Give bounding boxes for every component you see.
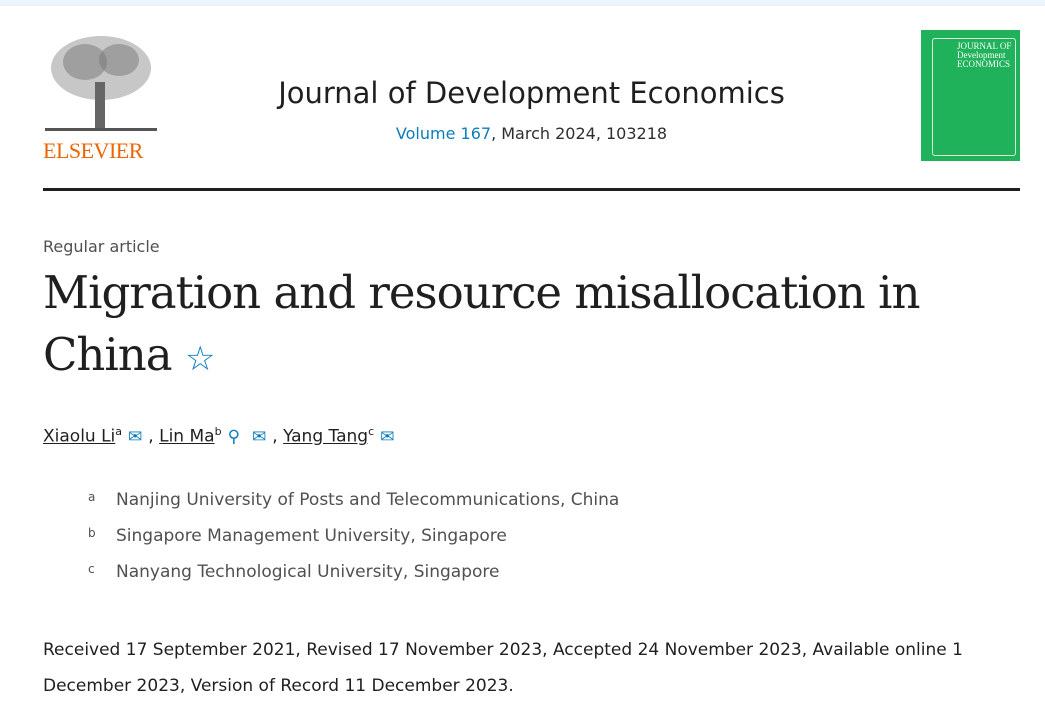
affiliation-marker: a — [88, 490, 96, 504]
affiliations: a Nanjing University of Posts and Telecom… — [88, 490, 619, 598]
envelope-icon[interactable]: ✉ — [128, 426, 143, 447]
issue-info: , March 2024, 103218 — [491, 124, 668, 143]
affiliation-marker: b — [88, 526, 96, 540]
top-bar — [0, 0, 1045, 6]
envelope-icon[interactable]: ✉ — [380, 426, 395, 447]
author-name[interactable]: Xiaolu Li — [43, 426, 116, 447]
journal-title[interactable]: Journal of Development Economics — [278, 76, 785, 110]
affiliation-text: Singapore Management University, Singapo… — [116, 526, 507, 546]
affiliation-marker: b — [214, 425, 222, 438]
tree-icon — [45, 36, 157, 131]
elsevier-logo[interactable]: ELSEVIER — [43, 30, 163, 163]
affiliation-item: c Nanyang Technological University, Singa… — [88, 562, 619, 598]
separator: , — [148, 426, 154, 447]
affiliation-item: a Nanjing University of Posts and Telecom… — [88, 490, 619, 526]
cover-frame — [932, 38, 1016, 156]
article-title-text: Migration and resource misallocation in … — [43, 266, 920, 381]
author-list: Xiaolu Lia ✉, Lin Mab ⚲ ✉, Yang Tangc ✉ — [43, 425, 400, 447]
journal-meta: Volume 167, March 2024, 103218 — [43, 124, 1020, 143]
affiliation-marker: a — [115, 425, 123, 438]
author-name[interactable]: Lin Ma — [159, 426, 215, 447]
affiliation-item: b Singapore Management University, Singap… — [88, 526, 619, 562]
elsevier-wordmark: ELSEVIER — [43, 138, 143, 163]
star-icon[interactable]: ☆ — [184, 339, 216, 379]
journal-header: ELSEVIER Journal of Development Economic… — [43, 30, 1020, 163]
affiliation-marker: c — [88, 562, 95, 576]
affiliation-marker: c — [368, 425, 375, 438]
cover-title: JOURNAL OF Development ECONOMICS — [957, 41, 1012, 69]
article-title: Migration and resource misallocation in … — [43, 262, 1003, 390]
affiliation-text: Nanyang Technological University, Singap… — [116, 562, 500, 582]
header-divider — [43, 188, 1020, 191]
envelope-icon[interactable]: ✉ — [252, 426, 267, 447]
volume-link[interactable]: Volume 167 — [395, 124, 492, 143]
person-icon[interactable]: ⚲ — [227, 426, 241, 447]
author-name[interactable]: Yang Tang — [283, 426, 369, 447]
article-type: Regular article — [43, 237, 160, 256]
separator: , — [272, 426, 278, 447]
article-history: Received 17 September 2021, Revised 17 N… — [43, 640, 963, 696]
affiliation-text: Nanjing University of Posts and Telecomm… — [116, 490, 620, 510]
journal-cover[interactable]: JOURNAL OF Development ECONOMICS — [921, 30, 1020, 161]
